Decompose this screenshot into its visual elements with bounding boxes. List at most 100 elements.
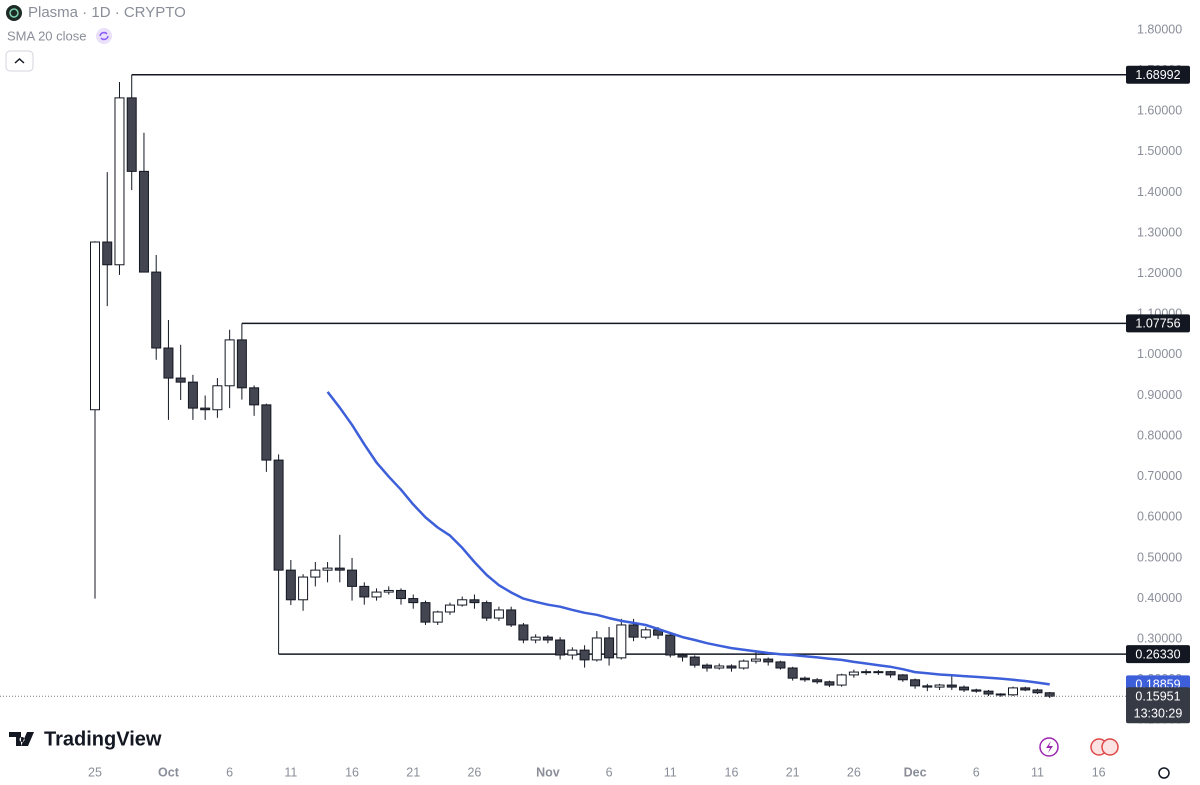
symbol-icon <box>6 5 22 21</box>
candle-body <box>897 674 908 681</box>
candle-body <box>971 689 982 692</box>
candle-body <box>628 624 639 638</box>
x-tick-label: Dec <box>904 765 927 779</box>
candle-body <box>775 661 786 669</box>
candle-body <box>273 459 284 571</box>
candle-body <box>1032 689 1043 694</box>
candle-body <box>726 665 737 669</box>
y-tick-label: 0.90000 <box>1137 388 1182 402</box>
symbol-icon-ring <box>9 8 19 18</box>
candle-body <box>542 636 553 641</box>
candle-body <box>738 660 749 669</box>
candle-body <box>640 629 651 638</box>
candle-body <box>763 658 774 663</box>
candle-body <box>187 381 198 409</box>
sma-line <box>326 391 1050 686</box>
brand-logo <box>9 732 34 746</box>
y-tick-label: 0.60000 <box>1137 510 1182 524</box>
collapse-icon <box>14 57 25 64</box>
candle-body <box>334 567 345 571</box>
x-tick-label: 11 <box>284 765 297 779</box>
candle-body <box>396 589 406 600</box>
x-tick-label: 25 <box>88 765 102 779</box>
economic-event-icon[interactable] <box>1101 738 1119 756</box>
candle-body <box>285 569 296 601</box>
y-tick-label: 0.80000 <box>1137 428 1182 442</box>
x-tick-label: Oct <box>158 765 180 779</box>
candle-body <box>922 685 933 688</box>
y-tick-label: 1.00000 <box>1137 347 1182 361</box>
candle-body <box>812 679 823 683</box>
candle-body <box>175 377 186 383</box>
candle-body <box>163 347 174 379</box>
candle-body <box>212 385 223 411</box>
candle-body <box>371 591 382 598</box>
level-label-box <box>1126 645 1190 664</box>
candle-body <box>1020 687 1031 691</box>
y-tick-label: 0.40000 <box>1137 591 1182 605</box>
candle-body <box>910 679 921 687</box>
candle-body <box>873 671 884 674</box>
y-tick-label: 1.80000 <box>1137 22 1182 36</box>
candle-body <box>799 677 810 681</box>
y-tick-label: 0.30000 <box>1137 631 1182 645</box>
candle-body <box>347 569 358 587</box>
candle-body <box>151 271 162 349</box>
x-tick-label: 6 <box>973 765 980 779</box>
events-bolt <box>1046 741 1053 753</box>
x-tick-label: 16 <box>1092 765 1106 779</box>
level-label: 0.26330 <box>1135 647 1180 661</box>
candle-body <box>604 637 615 659</box>
x-tick-label: 16 <box>345 765 359 779</box>
x-tick-label: 21 <box>406 765 420 779</box>
candle-body <box>1008 687 1018 696</box>
candle-body <box>126 97 137 172</box>
candle-body <box>677 654 688 658</box>
x-tick-label: 16 <box>725 765 739 779</box>
candle-body <box>885 671 896 676</box>
candle-body <box>714 665 725 669</box>
plot-layer: 1.800001.700001.600001.500001.400001.300… <box>0 22 1190 779</box>
candle-body <box>432 611 443 623</box>
y-tick-label: 1.30000 <box>1137 225 1182 239</box>
candle-body <box>836 674 847 686</box>
price-label-box <box>1126 687 1190 724</box>
y-tick-label: 0.70000 <box>1137 469 1182 483</box>
candle-body <box>420 602 431 623</box>
candle-body <box>848 671 859 676</box>
collapse-button[interactable] <box>5 50 34 72</box>
candle-body <box>310 569 321 578</box>
candle-body <box>591 637 602 661</box>
candle-body <box>959 686 970 691</box>
y-tick-label: 0.50000 <box>1137 550 1182 564</box>
candle-body <box>530 636 541 641</box>
price-label: 0.15951 <box>1135 690 1180 704</box>
indicator-name: SMA 20 close <box>7 28 87 43</box>
x-tick-label: 11 <box>664 765 677 779</box>
candle-body <box>616 624 627 659</box>
level-label: 1.68992 <box>1135 68 1180 82</box>
candle-body <box>114 97 125 266</box>
candle-body <box>689 656 700 666</box>
candle-body <box>457 599 468 606</box>
x-tick-label: 26 <box>847 765 861 779</box>
y-tick-label: 1.40000 <box>1137 185 1182 199</box>
settings-icon[interactable] <box>1158 767 1170 779</box>
candle-body <box>567 649 578 656</box>
candle-body <box>298 576 309 601</box>
candle-body <box>261 404 272 461</box>
candle-body <box>469 599 480 604</box>
candle-body <box>224 339 235 387</box>
candle-body <box>787 667 798 679</box>
countdown-label: 13:30:29 <box>1134 707 1183 721</box>
level-label-box <box>1126 314 1190 333</box>
y-tick-label: 1.60000 <box>1137 104 1182 118</box>
candle-body <box>750 658 761 662</box>
level-label: 1.07756 <box>1135 317 1180 331</box>
candle-body <box>555 639 566 656</box>
candle-body <box>90 241 100 411</box>
indicator-icon[interactable] <box>96 28 112 44</box>
candle-body <box>861 671 872 674</box>
candle-body <box>824 681 835 686</box>
